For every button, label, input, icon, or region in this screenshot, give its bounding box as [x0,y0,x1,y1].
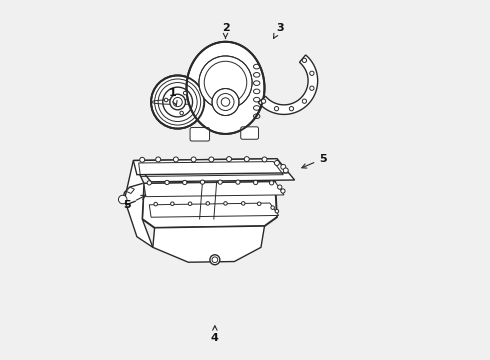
Circle shape [191,157,196,162]
Circle shape [262,157,267,162]
Circle shape [180,111,183,115]
Circle shape [302,99,307,103]
Circle shape [200,180,205,184]
Circle shape [164,98,168,102]
Text: 4: 4 [211,326,219,343]
Circle shape [171,202,174,206]
Circle shape [212,89,239,116]
Circle shape [226,157,232,162]
Circle shape [224,202,227,205]
Circle shape [275,210,279,213]
Circle shape [147,181,151,185]
Circle shape [257,202,261,206]
Circle shape [310,86,314,90]
Circle shape [151,76,204,129]
Circle shape [302,58,307,62]
Circle shape [210,255,220,265]
Circle shape [283,168,288,173]
Circle shape [221,98,230,106]
Circle shape [209,157,214,162]
Circle shape [173,157,178,162]
Text: 2: 2 [221,23,229,38]
FancyBboxPatch shape [190,127,210,141]
Circle shape [199,56,252,109]
Polygon shape [149,203,279,217]
Polygon shape [126,187,134,193]
Circle shape [262,99,266,103]
Circle shape [183,180,187,185]
Circle shape [242,202,245,205]
Text: 1: 1 [169,88,177,105]
Circle shape [170,94,185,110]
Circle shape [289,107,294,111]
Polygon shape [124,161,153,247]
Circle shape [154,202,157,206]
Polygon shape [133,159,294,182]
Circle shape [274,161,279,166]
Polygon shape [153,226,265,262]
Circle shape [183,91,187,95]
FancyBboxPatch shape [241,127,258,139]
Circle shape [281,165,286,169]
Circle shape [119,195,127,204]
Circle shape [281,189,285,193]
Circle shape [165,180,169,185]
Ellipse shape [187,42,265,134]
Polygon shape [142,182,277,228]
Text: 3: 3 [273,23,284,39]
Circle shape [156,157,161,162]
Circle shape [245,157,249,162]
Circle shape [278,185,282,189]
Circle shape [253,180,258,185]
Circle shape [310,71,314,75]
Circle shape [236,180,240,184]
Text: 5: 5 [123,195,146,210]
Polygon shape [133,159,288,175]
Circle shape [206,202,210,205]
Polygon shape [144,182,284,197]
Circle shape [274,107,279,111]
Circle shape [218,180,222,184]
Circle shape [270,181,274,185]
Text: 5: 5 [302,154,327,168]
Circle shape [140,157,145,162]
Circle shape [271,206,274,210]
Polygon shape [258,55,318,114]
Circle shape [188,202,192,206]
